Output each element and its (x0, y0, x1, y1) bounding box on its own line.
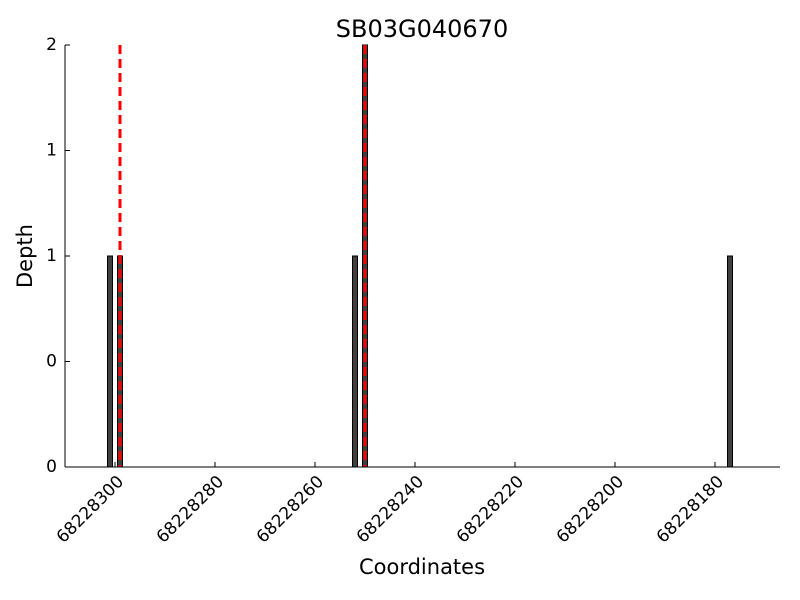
bar (107, 255, 113, 468)
y-axis-label: Depth (13, 224, 37, 288)
x-tick-label: 68228300 (53, 472, 128, 547)
x-tick-label: 68228280 (153, 472, 228, 547)
y-tick-label: 2 (46, 35, 57, 55)
x-tick-label: 68228260 (253, 472, 328, 547)
chart-title: SB03G040670 (336, 15, 508, 43)
y-tick-label: 0 (46, 352, 57, 372)
x-tick-label: 68228240 (353, 472, 428, 547)
y-tick-label: 1 (46, 141, 57, 161)
x-tick-label: 68228200 (553, 472, 628, 547)
bar (727, 255, 733, 468)
x-axis-label: Coordinates (359, 555, 485, 579)
y-tick-label: 1 (46, 246, 57, 266)
x-tick-label: 68228180 (653, 472, 728, 547)
x-tick-label: 68228220 (453, 472, 528, 547)
y-tick-label: 0 (46, 457, 57, 477)
bar (352, 255, 358, 468)
